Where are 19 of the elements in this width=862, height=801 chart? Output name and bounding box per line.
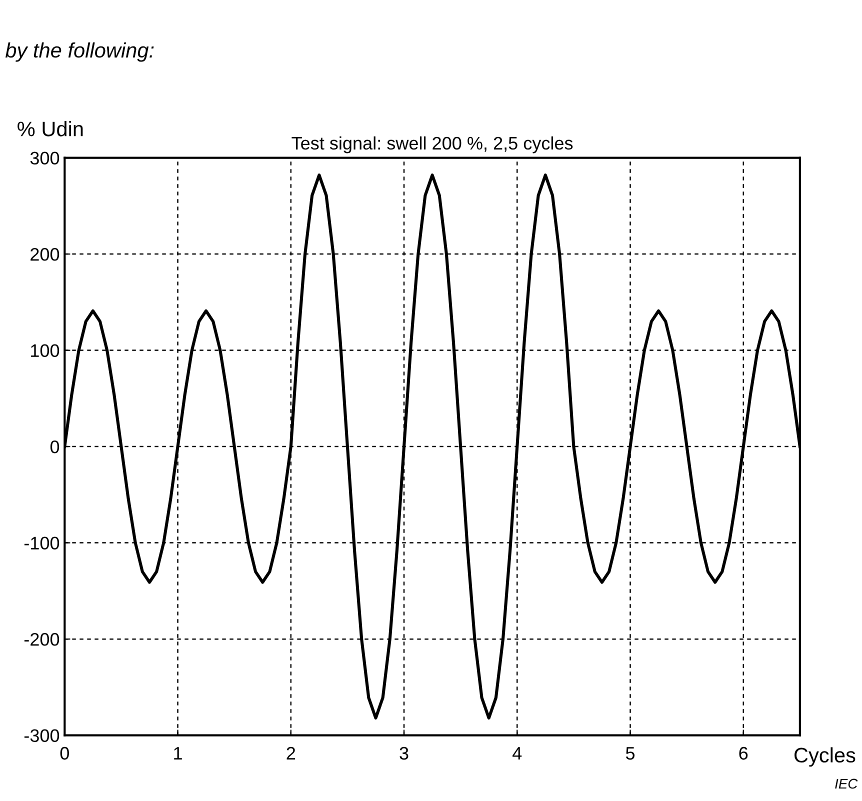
y-tick-label: -300 [24, 729, 60, 742]
y-tick-label: 0 [50, 440, 60, 454]
x-tick-label: 3 [400, 746, 408, 760]
text: IEC [835, 778, 858, 789]
y-tick-label: 300 [30, 152, 60, 165]
text: by the following: [5, 42, 154, 62]
x-axis-title: Cycles [794, 747, 856, 767]
x-tick-label: 1 [174, 747, 182, 760]
x-tick-label: 4 [512, 747, 522, 760]
chart-title: Test signal: swell 200 %, 2,5 cycles [292, 136, 573, 154]
y-tick-label: -200 [24, 633, 60, 646]
y-axis-title: % Udin [18, 121, 83, 136]
y-tick-label: -100 [24, 536, 60, 550]
x-tick-label: 0 [60, 746, 69, 760]
x-tick-label: 5 [626, 747, 635, 760]
y-tick-label: 100 [31, 344, 60, 358]
y-tick-label: 200 [30, 248, 60, 261]
x-tick-label: 2 [286, 746, 296, 760]
x-tick-label: 6 [739, 746, 748, 760]
